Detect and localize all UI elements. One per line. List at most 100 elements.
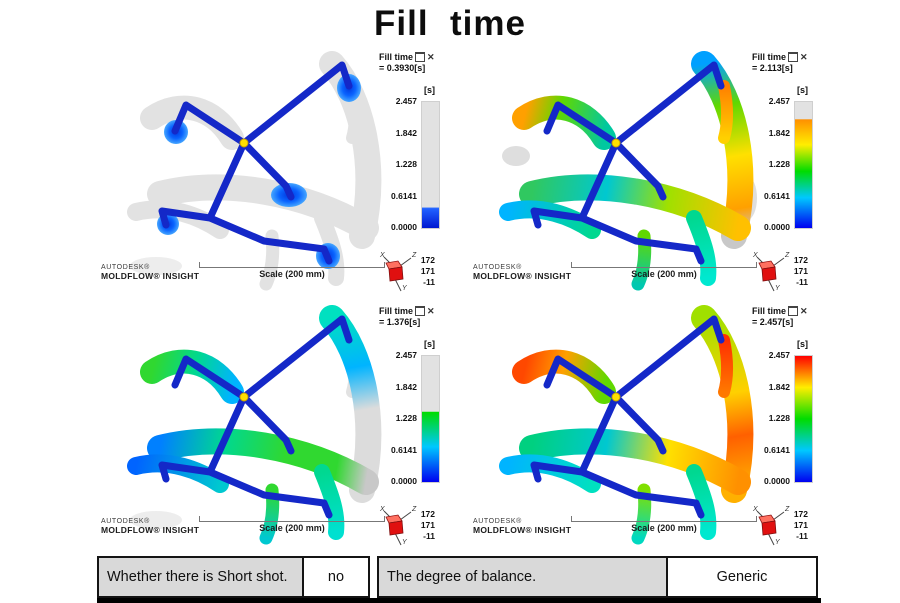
moldflow-insight-label: MOLDFLOW® INSIGHT [473,525,572,536]
scale-bar: Scale (200 mm) [199,262,385,279]
svg-text:Y: Y [402,539,408,546]
autodesk-label: AUTODESK® [101,518,150,526]
plot-legend: Fill time ✕ = 0.3930[s] [s] 2.457 1.842 … [379,52,465,302]
autodesk-label: AUTODESK® [473,264,522,272]
plot-current-value: = 1.376[s] [379,317,421,327]
svg-text:-11: -11 [796,277,808,287]
legend-unit: [s] [797,85,808,95]
balance-question-cell: The degree of balance. [379,558,668,596]
orientation-triad-icon: X Z Y 172 171 -11 [379,252,435,292]
scale-label: Scale (200 mm) [259,269,325,279]
close-icon: ✕ [427,305,435,316]
moldflow-insight-label: MOLDFLOW® INSIGHT [101,525,200,536]
fill-time-panel-2113s: Fill time ✕ = 2.113[s] [s] 2.457 1.842 1… [467,48,840,302]
page-title: Fill time [374,4,526,43]
svg-text:171: 171 [794,266,808,276]
tick-label: 1.228 [395,159,417,169]
model-render [127,305,382,545]
fill-time-panel-2457s: Fill time ✕ = 2.457[s] [s] 2.457 1.842 1… [467,302,840,556]
legend-unit: [s] [424,339,435,349]
tick-label: 0.0000 [391,222,417,232]
scale-line [199,516,385,522]
restore-window-icon [788,52,799,62]
scale-bar: Scale (200 mm) [571,262,757,279]
legend-unit: [s] [424,85,435,95]
colorbar [421,355,440,483]
svg-text:Y: Y [775,539,781,546]
restore-window-icon [788,306,799,316]
tick-label: 0.6141 [764,444,790,455]
restore-window-icon [415,52,426,62]
fill-time-panel-0393s: Fill time ✕ = 0.3930[s] [s] 2.457 1.842 … [95,48,467,302]
model-render [499,51,757,291]
colorbar-area: [s] 2.457 1.842 1.228 0.6141 0.0000 [752,339,838,491]
svg-text:-11: -11 [423,277,435,287]
legend-ticks: 2.457 1.842 1.228 0.6141 0.0000 [379,96,417,232]
short-shot-answer-cell: no [327,568,345,585]
autodesk-label: AUTODESK® [473,518,522,526]
scale-line [199,262,385,268]
legend-ticks: 2.457 1.842 1.228 0.6141 0.0000 [752,350,790,486]
plot-header: Fill time ✕ [752,52,838,62]
tick-label: 1.228 [768,159,790,169]
moldflow-brand: AUTODESK® MOLDFLOW® INSIGHT [101,518,199,536]
svg-text:Z: Z [784,252,790,259]
scale-label: Scale (200 mm) [259,523,325,533]
svg-text:Y: Y [402,285,408,292]
tick-label: 0.0000 [764,222,790,232]
plot-title: Fill time [752,52,787,62]
legend-ticks: 2.457 1.842 1.228 0.6141 0.0000 [752,96,790,232]
moldflow-brand: AUTODESK® MOLDFLOW® INSIGHT [473,518,571,536]
tick-label: 1.842 [768,381,790,392]
svg-text:171: 171 [421,520,435,530]
orientation-triad-icon: X Z Y 172 171 -11 [379,506,435,546]
tick-label: 0.6141 [391,190,417,201]
autodesk-label: AUTODESK® [101,264,150,272]
scale-label: Scale (200 mm) [631,523,697,533]
svg-text:172: 172 [794,509,808,519]
plot-legend: Fill time ✕ = 1.376[s] [s] 2.457 1.842 1… [379,306,465,556]
colorbar [421,101,440,229]
plot-header: Fill time ✕ [379,52,465,62]
injection-location-marker [239,138,249,148]
model-render [127,51,382,291]
close-icon: ✕ [800,305,808,316]
tick-label: 0.6141 [764,190,790,201]
short-shot-table: Whether there is Short shot. no [97,556,370,598]
short-shot-question-cell: Whether there is Short shot. [99,558,304,596]
colorbar [794,101,813,229]
svg-text:172: 172 [421,255,435,265]
scale-line [571,516,757,522]
svg-text:X: X [379,252,385,259]
tick-label: 0.0000 [764,476,790,486]
svg-text:-11: -11 [423,531,435,541]
orientation-triad-icon: X Z Y 172 171 -11 [752,252,808,292]
tick-label: 1.842 [395,127,417,138]
svg-text:Z: Z [411,252,417,259]
injection-location-marker [611,138,621,148]
moldflow-insight-label: MOLDFLOW® INSIGHT [101,271,200,282]
tick-label: 1.228 [768,413,790,423]
plot-legend: Fill time ✕ = 2.113[s] [s] 2.457 1.842 1… [752,52,838,302]
svg-text:X: X [379,506,385,513]
svg-text:171: 171 [794,520,808,530]
plot-title: Fill time [379,52,414,62]
plot-header: Fill time ✕ [752,306,838,316]
tick-label: 1.228 [395,413,417,423]
legend-ticks: 2.457 1.842 1.228 0.6141 0.0000 [379,350,417,486]
tick-label: 2.457 [395,350,417,360]
fill-time-panel-1376s: Fill time ✕ = 1.376[s] [s] 2.457 1.842 1… [95,302,467,556]
legend-unit: [s] [797,339,808,349]
restore-window-icon [415,306,426,316]
svg-text:X: X [752,252,758,259]
scale-bar: Scale (200 mm) [571,516,757,533]
plot-title: Fill time [752,306,787,316]
svg-text:172: 172 [421,509,435,519]
close-icon: ✕ [800,51,808,62]
plot-current-value: = 2.457[s] [752,317,794,327]
balance-table: The degree of balance. Generic [377,556,818,598]
injection-location-marker [611,392,621,402]
svg-text:X: X [752,506,758,513]
scale-label: Scale (200 mm) [631,269,697,279]
